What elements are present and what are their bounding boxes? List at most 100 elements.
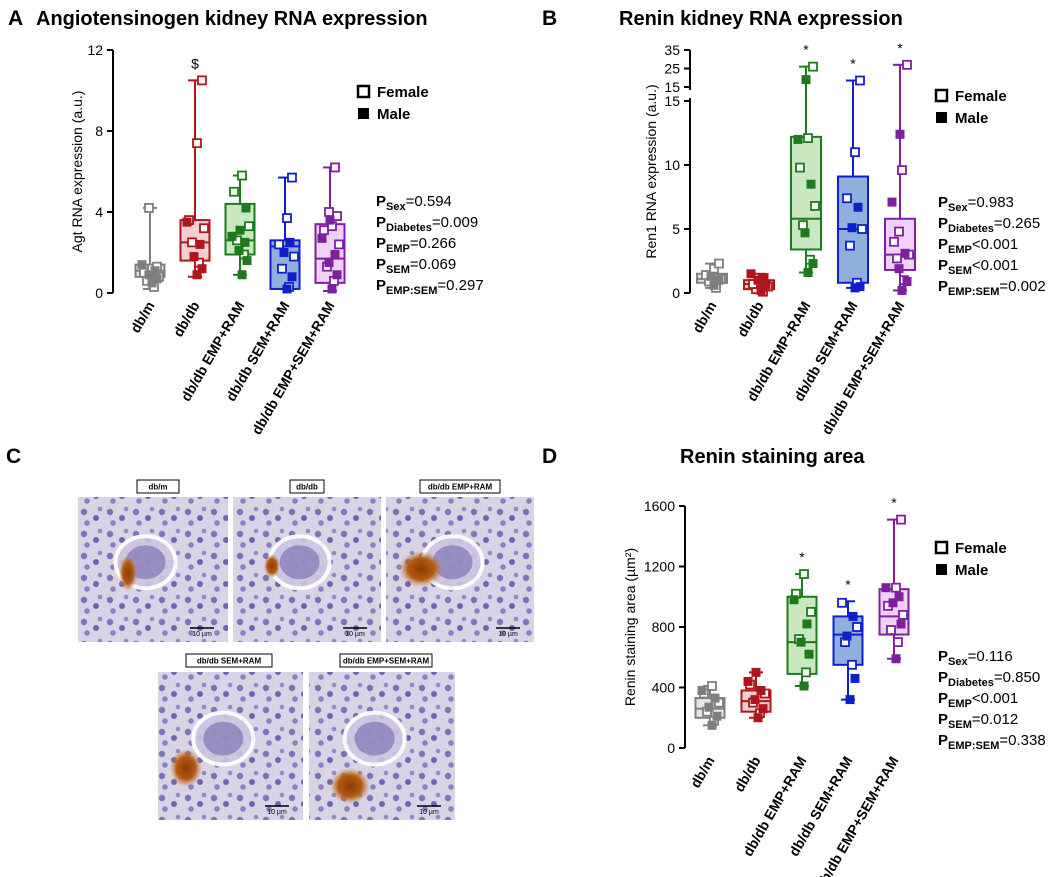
- point-male: [902, 276, 912, 286]
- stat-subscript: EMP:SEM: [948, 286, 999, 298]
- point-female: [274, 239, 284, 250]
- point-male: [150, 266, 160, 276]
- micrograph-2: 10 µm db/db: [233, 479, 381, 642]
- legend-male-swatch: [358, 108, 369, 119]
- point-male: [240, 237, 250, 247]
- point-female: [330, 162, 340, 173]
- stats-d: PSex=0.116PDiabetes=0.850PEMP<0.001PSEM=…: [938, 648, 1046, 752]
- y-tick-label: 4: [95, 204, 103, 220]
- point-male: [227, 231, 237, 241]
- point-male: [706, 271, 716, 281]
- point-male: [750, 695, 760, 705]
- y-tick-label: 15: [664, 93, 680, 109]
- stat-value: =0.012: [972, 711, 1018, 728]
- significance-mark: *: [850, 56, 856, 72]
- point-female: [334, 239, 344, 250]
- stat-subscript: Diabetes: [948, 223, 994, 235]
- stat-line: PDiabetes=0.850: [938, 669, 1040, 689]
- stat-line: PEMP:SEM=0.338: [938, 732, 1046, 752]
- legend-male-swatch: [936, 112, 947, 123]
- point-male: [887, 197, 897, 207]
- point-male: [855, 282, 865, 292]
- stats-b: PSex=0.983PDiabetes=0.265PEMP<0.001PSEM<…: [938, 194, 1046, 298]
- scale-bar-label: 10 µm: [419, 809, 439, 816]
- point-female: [803, 133, 813, 144]
- point-female: [847, 659, 857, 670]
- image-label: db/db: [296, 483, 318, 492]
- stat-subscript: Sex: [948, 202, 968, 214]
- stat-value: =0.297: [437, 277, 483, 294]
- stat-value: <0.001: [972, 236, 1018, 253]
- micrograph-5: 10 µm db/db EMP+SEM+RAM: [309, 653, 455, 820]
- image-label: db/db EMP+SEM+RAM: [343, 657, 430, 666]
- y-tick-label: 12: [87, 42, 103, 58]
- renin-stain: [119, 555, 137, 591]
- stat-subscript: Diabetes: [386, 222, 432, 234]
- point-male: [891, 654, 901, 664]
- significance-mark: *: [891, 495, 897, 511]
- point-female: [798, 220, 808, 231]
- image-label-box: [339, 653, 433, 668]
- point-male: [712, 711, 722, 721]
- stat-value: =0.594: [406, 193, 452, 210]
- stat-value: =0.002: [999, 278, 1045, 295]
- point-male: [282, 284, 292, 294]
- stat-line: PSEM<0.001: [938, 257, 1018, 277]
- point-female: [287, 172, 297, 183]
- image-label-box: [289, 479, 325, 494]
- panel-a: A Angiotensinogen kidney RNA expression …: [8, 7, 484, 437]
- chart-a: 0 4 8 12 Agt RNA expression (a.u.) db/m $ db/db…: [69, 42, 346, 437]
- point-female: [852, 622, 862, 632]
- point-male: [803, 268, 813, 278]
- point-male: [182, 217, 192, 227]
- panel-d: D Renin staining area 0 400 800 1200 1600 Ren…: [542, 445, 1046, 877]
- point-male: [317, 233, 327, 243]
- stat-line: PSex=0.594: [376, 193, 452, 213]
- point-female: [898, 610, 908, 620]
- point-female: [801, 667, 811, 678]
- x-category-label: db/db EMP+SEM+RAM: [818, 299, 907, 438]
- point-female: [850, 147, 860, 158]
- stat-p: P: [938, 257, 948, 274]
- point-male: [894, 264, 904, 274]
- y-tick-label: 0: [95, 285, 103, 301]
- point-female: [277, 263, 287, 274]
- scale-bar-label: 10 µm: [498, 631, 518, 638]
- point-male: [152, 274, 162, 284]
- x-category-label: db/m: [687, 754, 718, 791]
- point-male: [235, 225, 245, 235]
- y-tick-label: 35: [664, 42, 680, 58]
- scale-bar-label: 10 µm: [267, 809, 287, 816]
- y-tick-label: 15: [664, 79, 680, 95]
- legend-female-label: Female: [955, 88, 1007, 105]
- point-male: [714, 275, 724, 285]
- point-male: [793, 134, 803, 144]
- chart-d: 0 400 800 1200 1600 Renin staining area (µm²)…: [622, 495, 910, 877]
- image-label-box: [136, 479, 180, 494]
- stat-subscript: EMP:SEM: [386, 285, 437, 297]
- legend-d: Female Male: [934, 540, 1007, 579]
- panel-letter-b: B: [542, 7, 557, 30]
- x-category-label: db/db: [731, 754, 764, 795]
- scale-bar-label: 10 µm: [345, 631, 365, 638]
- point-female: [902, 59, 912, 70]
- y-tick-label: 10: [664, 157, 680, 173]
- point-male: [234, 245, 244, 255]
- stat-p: P: [938, 194, 948, 211]
- point-male: [847, 223, 857, 233]
- x-category-label: db/db: [734, 299, 767, 340]
- y-tick-label: 1600: [644, 498, 675, 514]
- stat-line: PSEM=0.012: [938, 711, 1018, 731]
- point-female: [289, 251, 299, 262]
- point-male: [327, 284, 337, 294]
- point-male: [707, 720, 717, 730]
- point-male: [756, 285, 766, 295]
- point-female: [806, 606, 816, 617]
- stat-line: PEMP:SEM=0.297: [376, 277, 484, 297]
- significance-mark: *: [845, 576, 851, 592]
- point-female: [244, 221, 254, 232]
- legend-female-swatch: [356, 84, 371, 99]
- point-female: [896, 514, 906, 525]
